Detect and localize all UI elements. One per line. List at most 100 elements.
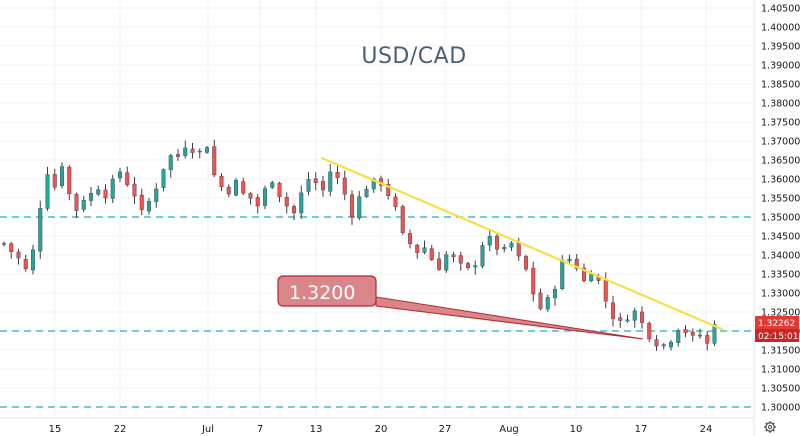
candle-body [212, 146, 217, 176]
candle-body [23, 259, 28, 270]
candle-body [31, 249, 36, 271]
y-tick-label: 1.32500 [761, 308, 800, 319]
candle-body [292, 206, 297, 214]
candle-body [632, 310, 637, 321]
x-tick-label: 10 [570, 424, 583, 435]
candle-body [161, 169, 166, 188]
candle-body [429, 248, 434, 260]
candle-body [241, 181, 246, 194]
candle-body [640, 311, 645, 323]
candle-body [393, 196, 398, 207]
callout[interactable]: 1.3200 [277, 275, 644, 340]
candle-body [146, 201, 151, 212]
x-tick-label: 24 [700, 424, 713, 435]
candle-body [567, 258, 572, 262]
candle-body [509, 242, 514, 248]
y-tick-label: 1.33500 [761, 270, 800, 281]
candle-body [263, 188, 268, 206]
candle-body [560, 259, 565, 290]
gear-tooth [765, 422, 768, 425]
candle-body [661, 344, 666, 347]
candle-body [611, 302, 616, 319]
y-tick-label: 1.40500 [761, 4, 800, 15]
y-tick-label: 1.36000 [761, 175, 800, 186]
candle-body [168, 155, 173, 170]
candle-body [103, 189, 108, 199]
candle-body [582, 267, 587, 282]
candle-body [625, 319, 630, 322]
candle-body [96, 189, 101, 195]
candle-body [139, 194, 144, 210]
candle-body [81, 199, 86, 210]
candle-body [284, 196, 289, 207]
candle-body [255, 197, 260, 207]
candle-body [299, 192, 304, 214]
gear-icon[interactable] [764, 421, 776, 433]
candle-body [647, 323, 652, 340]
candle-body [676, 330, 681, 343]
x-tick-label: 20 [375, 424, 388, 435]
candle-body [451, 254, 456, 258]
candle-body [67, 166, 72, 195]
candle-body [705, 335, 710, 344]
candle-body [480, 245, 485, 267]
candle-body [553, 288, 558, 299]
time-axis-labels: 15 22 Jul 7 13 20 27 Aug 10 17 24 [49, 424, 713, 435]
candle-body [444, 254, 449, 271]
y-tick-label: 1.39500 [761, 42, 800, 53]
candle-body [531, 267, 536, 295]
candle-body [248, 193, 253, 199]
candle-body [538, 292, 543, 309]
x-tick-label: 15 [49, 424, 62, 435]
candle-body [52, 174, 57, 188]
candle-body [524, 256, 529, 270]
x-tick-label: Aug [499, 424, 519, 435]
candle-body [516, 242, 521, 257]
candle-body [364, 188, 369, 197]
y-tick-label: 1.37500 [761, 118, 800, 129]
callout-box [277, 275, 377, 307]
candle-body [437, 258, 442, 270]
y-tick-label: 1.34500 [761, 232, 800, 243]
candle-body [233, 180, 238, 196]
y-tick-label: 1.30500 [761, 384, 800, 395]
candle-body [277, 182, 282, 198]
y-tick-label: 1.37000 [761, 137, 800, 148]
y-tick-label: 1.30000 [761, 403, 800, 414]
callout-label: 1.3200 [289, 282, 355, 304]
candle-body [618, 317, 623, 321]
candle-body [74, 194, 79, 211]
candle-body [342, 177, 347, 195]
candle-body [197, 150, 202, 153]
x-tick-label: Jul [201, 424, 214, 435]
candle-body [698, 334, 703, 337]
candle-body [386, 184, 391, 197]
y-tick-label: 1.38000 [761, 99, 800, 110]
candle-body [400, 206, 405, 233]
candle-body [415, 244, 420, 253]
price-axis-labels: 1.40500 1.40000 1.39500 1.39000 1.38500 1.380… [761, 4, 800, 414]
candle-body [88, 193, 93, 201]
candle-body [371, 178, 376, 190]
candle-body [502, 247, 507, 250]
candle-body [603, 279, 608, 302]
x-tick-label: 17 [635, 424, 648, 435]
y-tick-label: 1.31000 [761, 365, 800, 376]
trendline[interactable] [320, 157, 724, 331]
x-tick-label: 13 [310, 424, 323, 435]
y-tick-label: 1.33000 [761, 289, 800, 300]
countdown-badge-bg [755, 329, 799, 342]
horizontal-levels [0, 216, 754, 408]
candle-body [654, 339, 659, 347]
candle-body [226, 186, 231, 195]
candle-body [690, 331, 695, 336]
y-tick-label: 1.39000 [761, 61, 800, 72]
candle-body [175, 154, 180, 157]
candle-body [2, 243, 6, 245]
candle-body [357, 196, 362, 219]
price-badge-bg [755, 316, 799, 329]
y-tick-label: 1.31500 [761, 346, 800, 357]
candle-body [574, 258, 579, 269]
candle-body [466, 263, 471, 268]
